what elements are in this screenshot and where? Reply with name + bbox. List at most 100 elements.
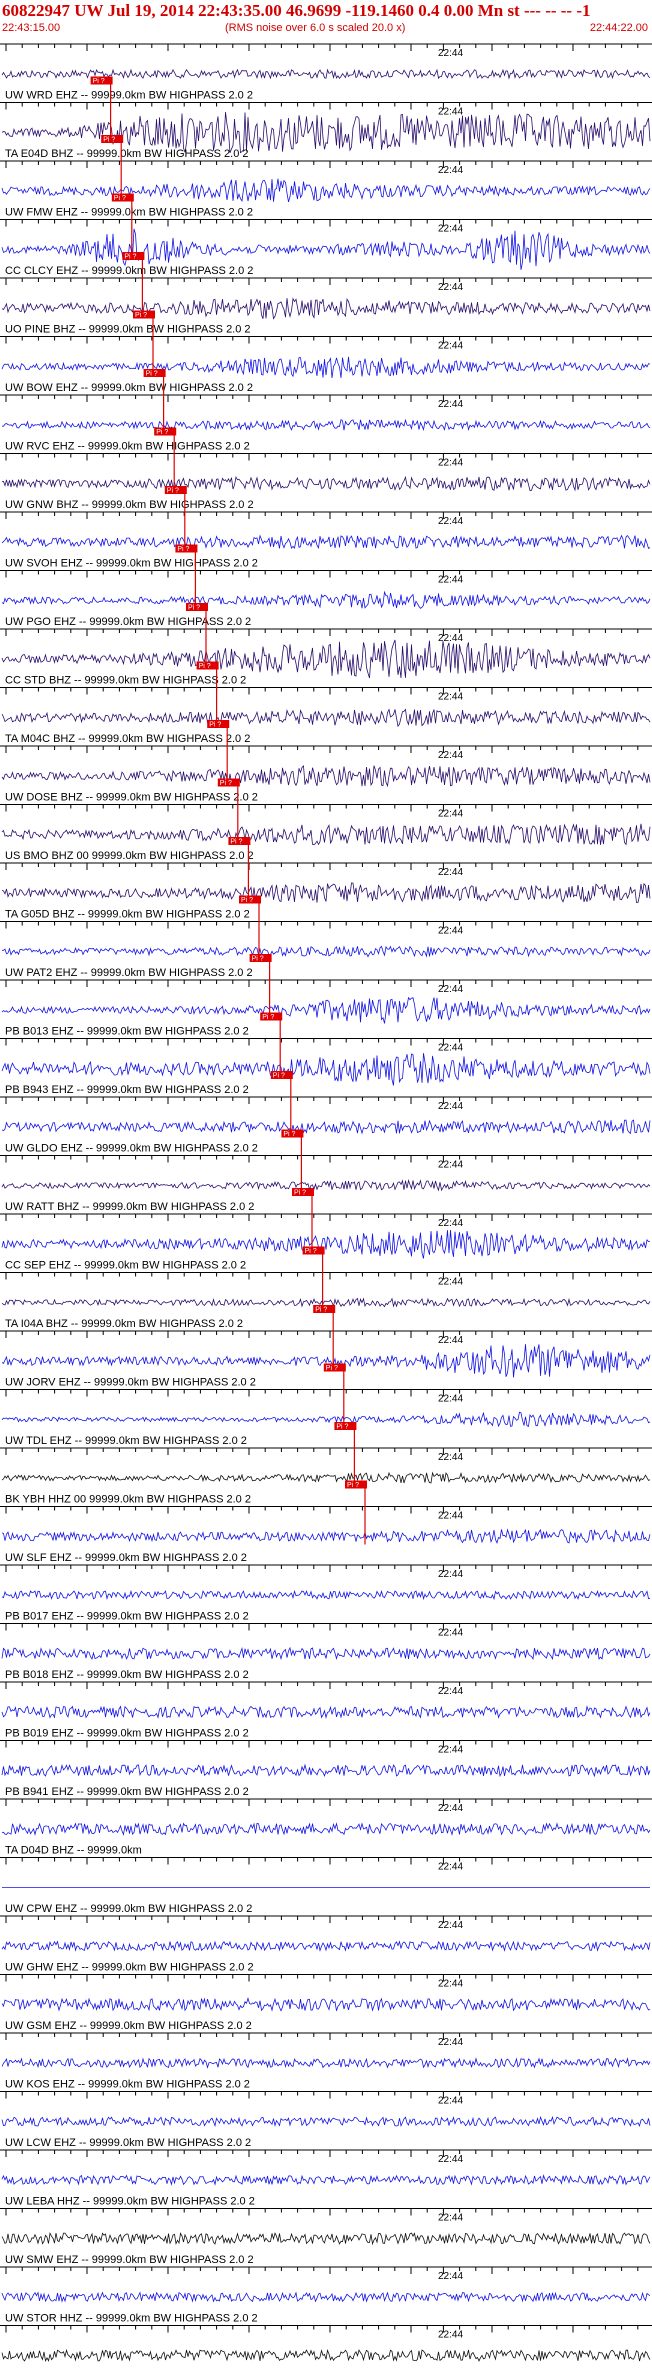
minute-label: 22:44	[438, 2154, 463, 2165]
waveform-trace	[1, 1411, 651, 1428]
minute-label: 22:44	[438, 341, 463, 352]
pick-label: Pi ?	[146, 371, 158, 378]
waveform-trace	[1, 1940, 651, 1952]
pick-marker	[302, 1246, 325, 1255]
waveform-trace	[1, 1229, 650, 1259]
minute-label: 22:44	[438, 165, 463, 176]
pick-label: Pi ?	[220, 780, 232, 787]
station-label: TA D04D BHZ -- 99999.0km	[5, 1845, 142, 1857]
waveform-trace	[2, 945, 651, 958]
pick-marker	[334, 1422, 357, 1430]
waveform-trace	[1, 68, 651, 80]
pick-marker	[249, 954, 272, 962]
waveform-trace	[1, 764, 651, 788]
pick-label: Pi ?	[294, 1190, 306, 1197]
pick-marker	[217, 778, 240, 787]
waveform-trace	[1, 1344, 651, 1378]
station-label: PB B017 EHZ -- 99999.0km BW HIGHPASS 2.0…	[5, 1611, 249, 1623]
station-label: CC STD BHZ -- 99999.0km BW HIGHPASS 2.0 …	[5, 675, 246, 687]
minute-label: 22:44	[438, 1862, 463, 1873]
pick-marker	[175, 544, 198, 553]
waveform-trace	[1, 823, 651, 846]
minute-label: 22:44	[438, 1920, 463, 1931]
minute-label: 22:44	[438, 1979, 463, 1990]
start-time-label: 22:43:15.00	[2, 22, 61, 34]
waveform-trace	[1, 1178, 651, 1192]
pick-marker	[186, 603, 208, 611]
minute-label: 22:44	[438, 107, 463, 118]
minute-label: 22:44	[438, 282, 463, 293]
pick-marker	[154, 427, 177, 436]
minute-label: 22:44	[438, 516, 463, 527]
station-label: UW DOSE BHZ -- 99999.0km BW HIGHPASS 2.0…	[5, 792, 258, 804]
pick-marker	[313, 1305, 336, 1313]
minute-label: 22:44	[438, 1277, 463, 1288]
pick-label: Pi ?	[199, 663, 211, 670]
minute-label: 22:44	[438, 2271, 463, 2282]
waveform-trace	[1, 2348, 651, 2363]
minute-label: 22:44	[438, 1043, 463, 1054]
minute-label: 22:44	[438, 458, 463, 469]
pick-label: Pi ?	[283, 1131, 295, 1138]
pick-label: Pi ?	[124, 254, 136, 261]
minute-label: 22:44	[438, 224, 463, 235]
waveform-trace	[1, 639, 651, 679]
pick-label: Pi ?	[93, 78, 105, 85]
waveform-trace	[1, 2115, 651, 2128]
waveform-trace	[1, 996, 651, 1024]
station-label: PB B019 EHZ -- 99999.0km BW HIGHPASS 2.0…	[5, 1728, 249, 1740]
waveform-trace	[1, 1705, 651, 1719]
station-label: TA G05D BHZ -- 99999.0km BW HIGHPASS 2.0…	[5, 909, 250, 921]
pick-marker	[292, 1188, 314, 1196]
station-label: UW RATT BHZ -- 99999.0km BW HIGHPASS 2.0…	[5, 1201, 254, 1213]
station-label: CC SEP EHZ -- 99999.0km BW HIGHPASS 2.0 …	[5, 1260, 246, 1272]
station-label: UW PGO EHZ -- 99999.0km BW HIGHPASS 2.0 …	[5, 616, 251, 628]
minute-label: 22:44	[438, 1160, 463, 1171]
station-label: BK YBH HHZ 00 99999.0km BW HIGHPASS 2.0 …	[5, 1494, 251, 1506]
pick-marker	[228, 837, 251, 845]
station-label: UW KOS EHZ -- 99999.0km BW HIGHPASS 2.0 …	[5, 2079, 250, 2091]
waveform-trace	[1, 1646, 651, 1661]
waveform-trace	[1, 297, 651, 320]
minute-label: 22:44	[438, 1101, 463, 1112]
waveform-trace	[1, 1119, 651, 1135]
station-label: PB B013 EHZ -- 99999.0km BW HIGHPASS 2.0…	[5, 1026, 249, 1038]
minute-label: 22:44	[438, 633, 463, 644]
waveform-trace	[1, 1997, 651, 2012]
station-label: UW LEBA HHZ -- 99999.0km BW HIGHPASS 2.0…	[5, 2196, 255, 2208]
minute-label: 22:44	[438, 1803, 463, 1814]
minute-label: 22:44	[438, 1511, 463, 1522]
minute-label: 22:44	[438, 1452, 463, 1463]
station-label: UW GHW EHZ -- 99999.0km BW HIGHPASS 2.0 …	[5, 1962, 254, 1974]
pick-label: Pi ?	[315, 1307, 327, 1314]
waveform-trace	[1, 882, 651, 903]
station-label: UW TDL EHZ -- 99999.0km BW HIGHPASS 2.0 …	[5, 1435, 247, 1447]
pick-label: Pi ?	[241, 897, 253, 904]
pick-marker	[345, 1480, 367, 1489]
pick-marker	[111, 193, 134, 202]
pick-marker	[143, 369, 166, 377]
station-label: UW GSM EHZ -- 99999.0km BW HIGHPASS 2.0 …	[5, 2020, 252, 2032]
station-label: UW GLDO EHZ -- 99999.0km BW HIGHPASS 2.0…	[5, 1143, 258, 1155]
pick-label: Pi ?	[347, 1482, 359, 1489]
minute-label: 22:44	[438, 926, 463, 937]
minute-label: 22:44	[438, 1218, 463, 1229]
pick-marker	[101, 135, 124, 143]
pick-label: Pi ?	[177, 546, 189, 553]
pick-label: Pi ?	[167, 488, 179, 495]
waveform-trace	[1, 708, 651, 728]
waveform-trace	[1, 2232, 651, 2246]
station-label: PB B941 EHZ -- 99999.0km BW HIGHPASS 2.0…	[5, 1786, 249, 1798]
waveform-trace	[1, 534, 651, 550]
pick-label: Pi ?	[114, 195, 126, 202]
plot-header: 60822947 UW Jul 19, 2014 22:43:35.00 46.…	[0, 0, 652, 38]
waveform-trace	[1, 2291, 651, 2303]
waveform-trace	[1, 1528, 651, 1544]
pick-label: Pi ?	[209, 722, 221, 729]
station-label: TA I04A BHZ -- 99999.0km BW HIGHPASS 2.0…	[5, 1318, 243, 1330]
pick-marker	[281, 1129, 304, 1138]
waveform-trace	[1, 1471, 651, 1484]
minute-label: 22:44	[438, 1628, 463, 1639]
end-time-label: 22:44:22.00	[589, 22, 648, 34]
seismogram-plot: 22:44 22:44 UW WRD EHZ -- 99999.0km BW HIG…	[0, 43, 652, 2363]
